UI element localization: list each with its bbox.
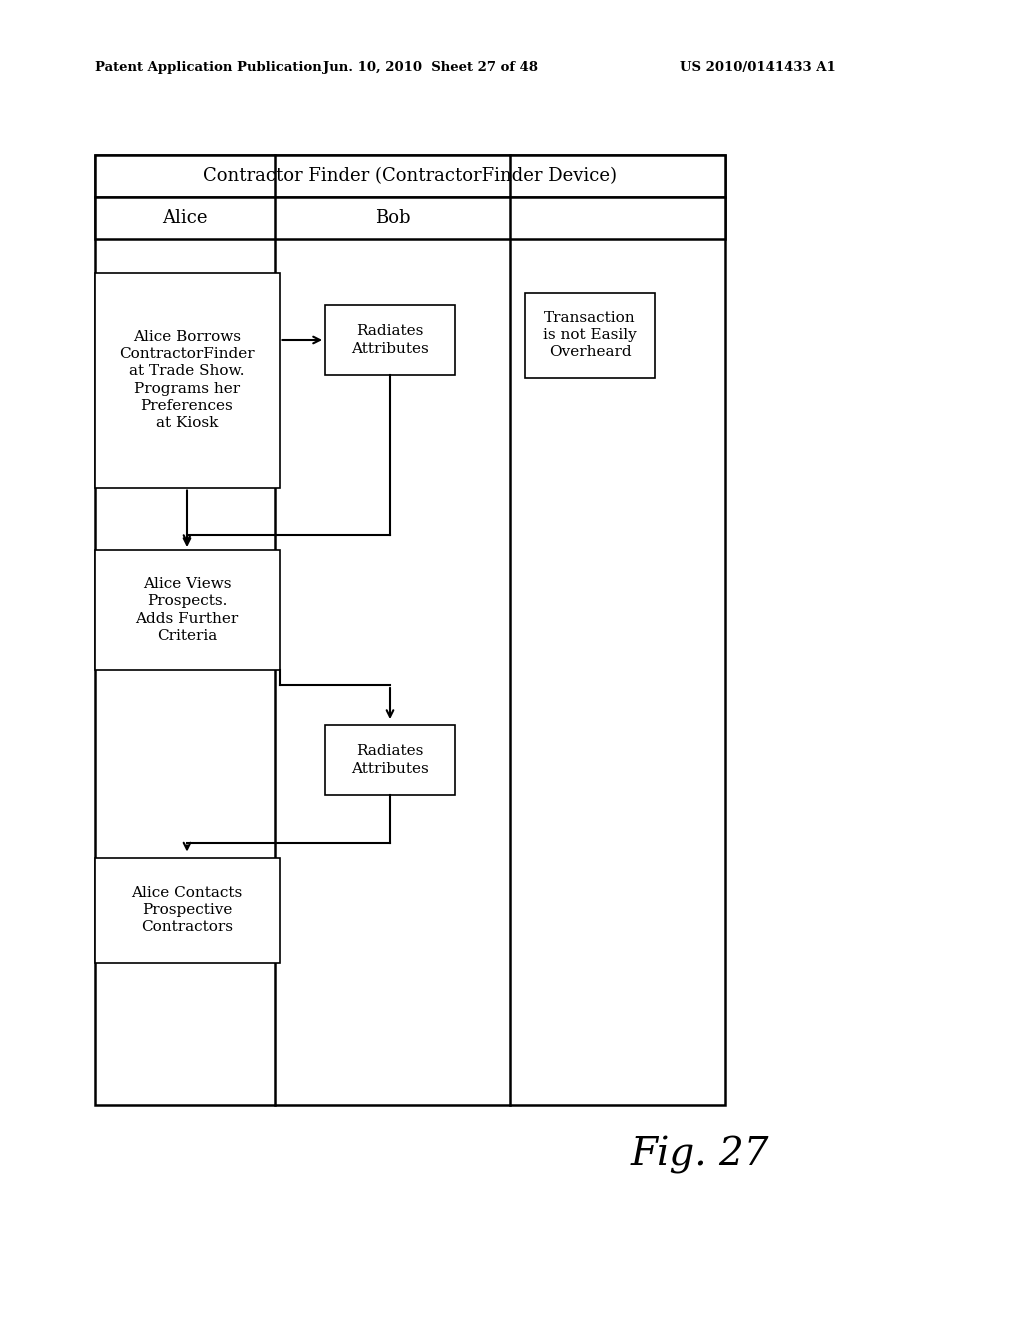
Bar <box>94 272 280 487</box>
Bar <box>95 154 725 1105</box>
Text: Fig. 27: Fig. 27 <box>631 1137 769 1173</box>
Text: Alice: Alice <box>162 209 208 227</box>
Bar <box>95 197 725 239</box>
Text: Patent Application Publication: Patent Application Publication <box>95 62 322 74</box>
Text: Contractor Finder (ContractorFinder Device): Contractor Finder (ContractorFinder Devi… <box>203 168 617 185</box>
Text: Radiates
Attributes: Radiates Attributes <box>351 325 429 355</box>
Text: US 2010/0141433 A1: US 2010/0141433 A1 <box>680 62 836 74</box>
Text: Radiates
Attributes: Radiates Attributes <box>351 744 429 776</box>
Bar <box>325 725 455 795</box>
Text: Jun. 10, 2010  Sheet 27 of 48: Jun. 10, 2010 Sheet 27 of 48 <box>323 62 538 74</box>
Text: Alice Contacts
Prospective
Contractors: Alice Contacts Prospective Contractors <box>131 886 243 935</box>
Bar <box>94 550 280 671</box>
Bar <box>525 293 655 378</box>
Text: Alice Views
Prospects.
Adds Further
Criteria: Alice Views Prospects. Adds Further Crit… <box>135 577 239 643</box>
Bar <box>325 305 455 375</box>
Text: Transaction
is not Easily
Overheard: Transaction is not Easily Overheard <box>543 310 637 359</box>
Bar <box>94 858 280 962</box>
Text: Bob: Bob <box>375 209 411 227</box>
Text: Alice Borrows
ContractorFinder
at Trade Show.
Programs her
Preferences
at Kiosk: Alice Borrows ContractorFinder at Trade … <box>119 330 255 430</box>
Bar <box>95 154 725 197</box>
